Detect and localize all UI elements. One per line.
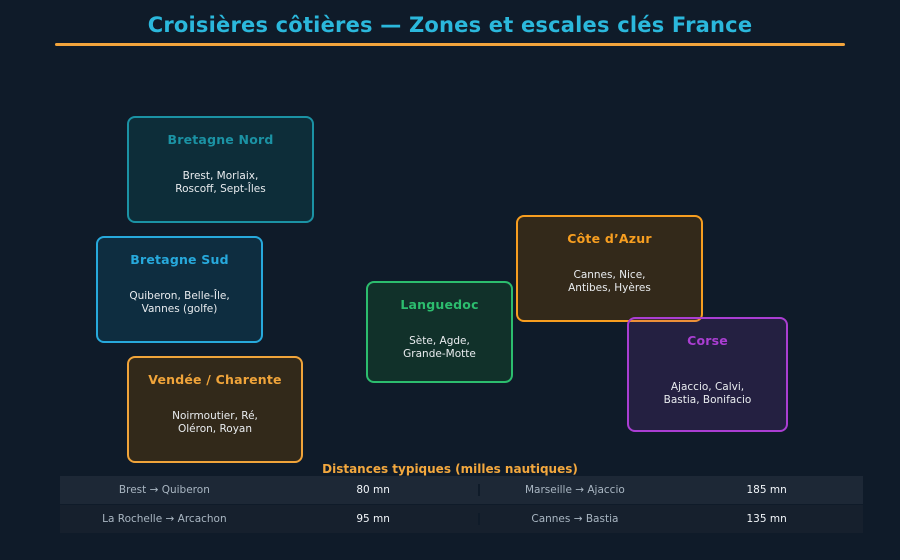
- page-title: Croisières côtières — Zones et escales c…: [147, 13, 753, 37]
- cities-line: Sète, Agde,: [409, 335, 470, 347]
- zone-card-bretagne-sud: Bretagne Sud Quiberon, Belle-Île, Vannes…: [96, 236, 263, 343]
- zone-title-vendee-charente: Vendée / Charente: [148, 372, 282, 387]
- zone-cities-cote-dazur: Cannes, Nice, Antibes, Hyères: [518, 269, 701, 295]
- route-cell: Cannes → Bastia: [477, 513, 671, 525]
- zone-cities-corse: Ajaccio, Calvi, Bastia, Bonifacio: [629, 381, 786, 407]
- zone-title-bretagne-sud: Bretagne Sud: [130, 252, 229, 267]
- cities-line: Bastia, Bonifacio: [663, 394, 752, 406]
- route-cell: Marseille → Ajaccio: [477, 484, 671, 496]
- route-cell: La Rochelle → Arcachon: [102, 513, 227, 525]
- zone-title-bretagne-nord: Bretagne Nord: [167, 132, 274, 147]
- distance-cell: 135 mn: [746, 513, 787, 525]
- table-row: La Rochelle → Arcachon 95 mn Cannes → Ba…: [60, 505, 863, 533]
- zone-title-languedoc: Languedoc: [400, 297, 479, 312]
- cities-line: Oléron, Royan: [177, 423, 253, 435]
- cities-line: Quiberon, Belle-Île,: [129, 290, 230, 302]
- zone-title-corse: Corse: [687, 333, 728, 348]
- zone-cities-vendee-charente: Noirmoutier, Ré, Oléron, Royan: [129, 410, 301, 436]
- cities-line: Cannes, Nice,: [573, 269, 646, 281]
- zone-cities-bretagne-nord: Brest, Morlaix, Roscoff, Sept-Îles: [129, 170, 312, 196]
- title-underline: [55, 43, 845, 46]
- cities-line: Grande-Motte: [403, 348, 476, 360]
- zone-card-bretagne-nord: Bretagne Nord Brest, Morlaix, Roscoff, S…: [127, 116, 314, 223]
- zone-card-languedoc: Languedoc Sète, Agde, Grande-Motte: [366, 281, 513, 383]
- table-row: Brest → Quiberon 80 mn Marseille → Ajacc…: [60, 476, 863, 504]
- cities-line: Ajaccio, Calvi,: [670, 381, 745, 393]
- route-cell: Brest → Quiberon: [118, 484, 210, 496]
- cities-line: Antibes, Hyères: [568, 282, 651, 294]
- distances-table-title: Distances typiques (milles nautiques): [322, 462, 578, 476]
- zone-card-cote-dazur: Côte d’Azur Cannes, Nice, Antibes, Hyère…: [516, 215, 703, 322]
- cities-line: Roscoff, Sept-Îles: [175, 183, 266, 195]
- distance-cell: 95 mn: [356, 513, 390, 525]
- cities-line: Brest, Morlaix,: [182, 170, 259, 182]
- zone-title-cote-dazur: Côte d’Azur: [567, 231, 652, 246]
- distances-table: Brest → Quiberon 80 mn Marseille → Ajacc…: [60, 476, 863, 533]
- zone-card-vendee-charente: Vendée / Charente Noirmoutier, Ré, Oléro…: [127, 356, 303, 463]
- distance-cell: 80 mn: [356, 484, 390, 496]
- zone-cities-languedoc: Sète, Agde, Grande-Motte: [368, 335, 511, 361]
- cities-line: Noirmoutier, Ré,: [172, 410, 258, 422]
- zone-cities-bretagne-sud: Quiberon, Belle-Île, Vannes (golfe): [98, 290, 261, 316]
- zone-card-corse: Corse Ajaccio, Calvi, Bastia, Bonifacio: [627, 317, 788, 432]
- cities-line: Vannes (golfe): [141, 303, 218, 315]
- distance-cell: 185 mn: [746, 484, 787, 496]
